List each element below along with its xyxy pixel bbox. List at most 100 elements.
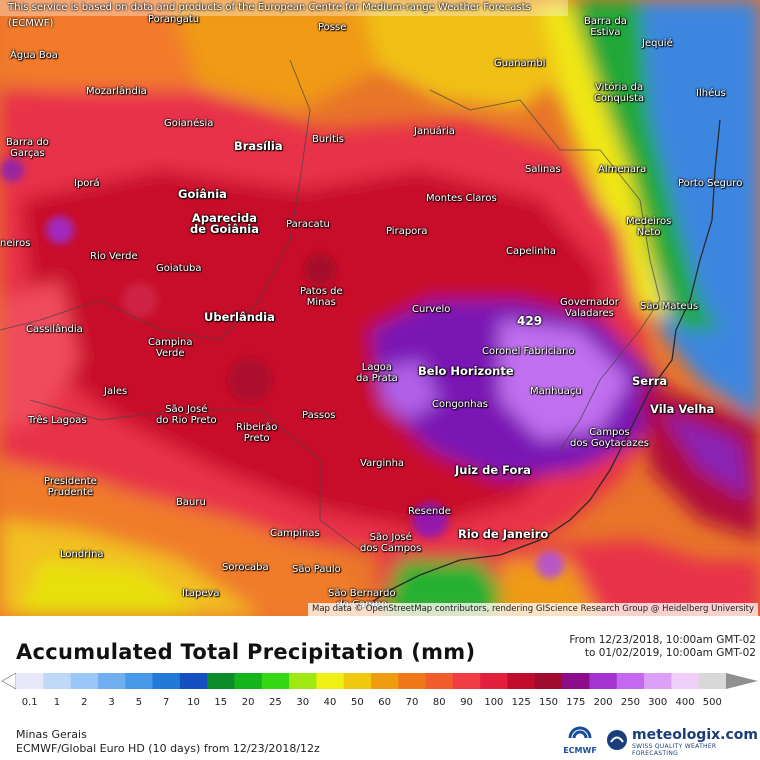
region-name: Minas Gerais — [16, 728, 87, 741]
city-label: Lagoa da Prata — [356, 362, 398, 384]
disclaimer: This service is based on data and produc… — [0, 0, 568, 29]
city-label: Brasília — [234, 139, 283, 153]
scale-swatch — [698, 673, 727, 689]
scale-swatch — [234, 673, 263, 689]
city-label: Varginha — [360, 458, 405, 469]
model-info: ECMWF/Global Euro HD (10 days) from 12/2… — [16, 742, 320, 755]
scale-tick-label: 2 — [81, 697, 88, 708]
scale-tick-label: 300 — [648, 697, 668, 708]
city-label: Medeiros Neto — [626, 216, 672, 238]
city-label: Londrina — [60, 549, 104, 560]
city-label: Cassilândia — [26, 324, 83, 335]
scale-tick-label: 400 — [675, 697, 695, 708]
scale-swatch — [616, 673, 645, 689]
meteologix-icon — [607, 730, 627, 750]
city-label: Resende — [408, 506, 451, 517]
ecmwf-logo: ECMWF — [562, 724, 598, 758]
city-label: Passos — [302, 410, 336, 421]
scale-tick-label: 30 — [296, 697, 310, 708]
scale-swatch — [562, 673, 590, 689]
scale-tick-label: 70 — [405, 697, 419, 708]
city-label: Governador Valadares — [560, 297, 619, 319]
city-label: Capelinha — [506, 246, 556, 257]
scale-swatch — [507, 673, 536, 689]
scale-tick-label: 100 — [484, 697, 504, 708]
scale-swatch — [480, 673, 509, 689]
map-title: Accumulated Total Precipitation (mm) — [16, 640, 476, 664]
scale-max-arrow — [726, 673, 758, 689]
city-label: Água Boa — [10, 50, 58, 61]
city-label: Bauru — [176, 497, 206, 508]
meteologix-name: meteologix.com — [632, 727, 758, 743]
scale-min-arrow — [1, 672, 17, 690]
city-label: Goiatuba — [156, 263, 202, 274]
meteologix-logo[interactable]: meteologix.com SWISS QUALITY WEATHER FOR… — [606, 727, 758, 757]
scale-swatch — [343, 673, 372, 689]
scale-tick-label: 3 — [108, 697, 115, 708]
city-label: Patos de Minas — [300, 286, 343, 308]
city-label: Goiânia — [178, 187, 227, 201]
city-label: Pirapora — [386, 226, 428, 237]
city-label: Congonhas — [432, 399, 488, 410]
scale-tick-label: 1 — [53, 697, 61, 708]
scale-swatch — [398, 673, 427, 689]
date-to: to 01/02/2019, 10:00am GMT-02 — [584, 647, 756, 659]
city-label: Guanambi — [494, 58, 546, 69]
city-label: Jales — [104, 386, 128, 397]
city-label: Aparecida de Goiânia — [190, 211, 259, 236]
scale-tick-label: 10 — [187, 697, 200, 708]
city-label: Coronel Fabriciano — [482, 346, 575, 357]
city-label: Barra do Garças — [6, 137, 49, 159]
scale-tick-label: 175 — [566, 697, 586, 708]
scale-swatch — [671, 673, 700, 689]
scale-swatch — [70, 673, 99, 689]
scale-tick-label: 0.1 — [21, 697, 38, 708]
scale-swatch — [97, 673, 126, 689]
city-label: Juiz de Fora — [455, 463, 531, 477]
city-label: Almenara — [598, 164, 647, 175]
ecmwf-icon — [568, 726, 592, 739]
city-label: Januária — [414, 126, 455, 137]
peak-value: 429 — [517, 314, 543, 328]
scale-tick-label: 15 — [214, 697, 228, 708]
city-label: Curvelo — [412, 304, 451, 315]
scale-tick-label: 500 — [702, 697, 722, 708]
scale-tick-label: 5 — [135, 697, 143, 708]
city-label: Porangatu — [148, 14, 200, 25]
city-label: Paracatu — [286, 219, 330, 230]
scale-tick-label: 7 — [163, 697, 170, 708]
date-range: From 12/23/2018, 10:00am GMT-02 to 01/02… — [569, 634, 756, 660]
city-label: São Mateus — [640, 301, 699, 312]
city-label: Presidente Prudente — [44, 476, 97, 498]
scale-swatch — [179, 673, 208, 689]
scale-tick-label: 150 — [538, 697, 559, 708]
city-label: Jequié — [642, 38, 673, 49]
city-label: Montes Claros — [426, 193, 497, 204]
city-label: Campos dos Goytacazes — [570, 427, 649, 449]
city-label: Campinas — [270, 528, 320, 539]
map-attribution[interactable]: Map data © OpenStreetMap contributors, r… — [308, 603, 758, 616]
city-label: Ribeirão Preto — [236, 422, 278, 444]
scale-swatch — [452, 673, 481, 689]
city-label: Itapeva — [182, 588, 220, 599]
ecmwf-label: ECMWF — [563, 746, 597, 755]
scale-swatch — [425, 673, 454, 689]
scale-tick-label: 50 — [350, 697, 364, 708]
scale-swatch — [207, 673, 235, 689]
color-scale-ticks: 0.1 1 2 3 5 7 10 15 20 25 30 40 50 60 70 80 90 100 125 150 1… — [0, 697, 760, 711]
city-label: Porto Seguro — [678, 178, 743, 189]
city-label: Sorocaba — [222, 562, 269, 573]
city-label: Vila Velha — [650, 402, 715, 416]
scale-tick-label: 200 — [593, 697, 613, 708]
scale-tick-label: 250 — [620, 697, 640, 708]
date-from: From 12/23/2018, 10:00am GMT-02 — [569, 634, 756, 646]
scale-swatch — [316, 673, 345, 689]
scale-tick-label: 90 — [460, 697, 473, 708]
city-label: Salinas — [525, 164, 561, 175]
city-label: Campina Verde — [148, 337, 193, 359]
scale-swatch — [16, 673, 44, 689]
city-label: Serra — [632, 374, 668, 388]
city-label: Barra da Estiva — [584, 16, 627, 38]
scale-swatch — [644, 673, 672, 689]
color-scale — [1, 672, 758, 690]
